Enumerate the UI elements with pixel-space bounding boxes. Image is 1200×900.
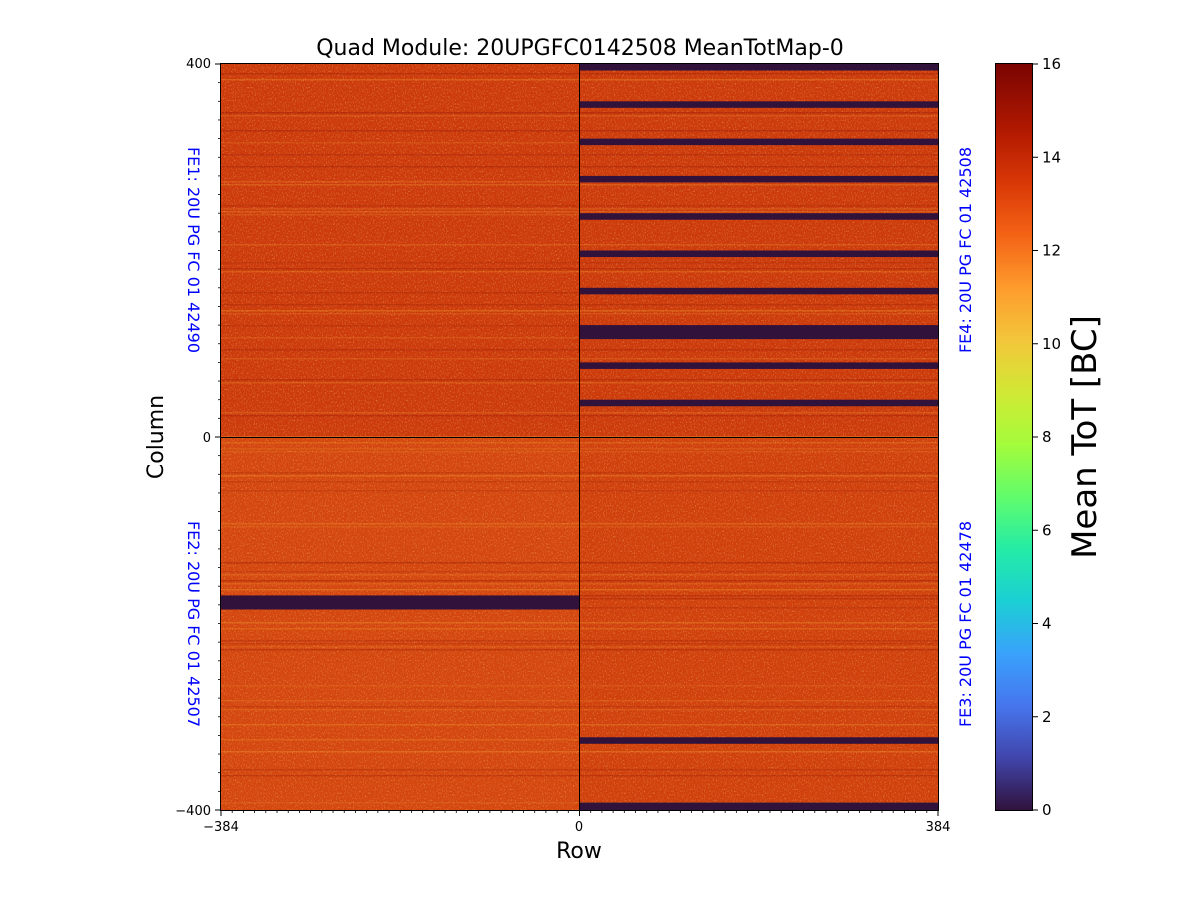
dead-band-fe4 (579, 213, 938, 220)
colorbar-tick-label: 16 (1042, 55, 1061, 73)
dead-band-fe4 (579, 325, 938, 340)
colorbar-tick-label: 4 (1042, 615, 1052, 633)
y-tick-label-top: 400 (186, 57, 211, 72)
dead-band-fe4 (579, 362, 938, 369)
dead-band-fe4 (579, 250, 938, 258)
axis-ticks (215, 63, 939, 816)
colorbar-ticks: 0 2 4 6 8 10 12 14 16 (1032, 55, 1061, 819)
x-tick-label-center: 0 (575, 820, 583, 835)
chart-title: Quad Module: 20UPGFC0142508 MeanTotMap-0 (316, 36, 844, 61)
dead-band-fe3 (579, 737, 938, 744)
dead-band-fe4 (579, 138, 938, 146)
fe1-label: FE1: 20U PG FC 01 42490 (184, 147, 203, 353)
colorbar (995, 63, 1033, 811)
colorbar-tick-label: 6 (1042, 521, 1052, 539)
dead-band-fe4 (579, 64, 938, 71)
x-tick-label-left: −384 (203, 820, 239, 835)
fe3-label: FE3: 20U PG FC 01 42478 (956, 521, 975, 727)
fe4-label: FE4: 20U PG FC 01 42508 (956, 147, 975, 353)
dead-bands (221, 64, 938, 810)
x-axis-label: Row (556, 839, 602, 864)
dead-band-fe4 (579, 399, 938, 407)
dead-band-fe4 (579, 101, 938, 108)
colorbar-tick-label: 0 (1042, 801, 1052, 819)
colorbar-label: Mean ToT [BC] (1065, 315, 1105, 559)
colorbar-tick-label: 14 (1042, 148, 1061, 166)
colorbar-tick-label: 12 (1042, 242, 1061, 260)
dead-band-fe4 (579, 287, 938, 295)
dead-band-fe2 (221, 595, 580, 610)
fe2-label: FE2: 20U PG FC 01 42507 (184, 521, 203, 727)
y-axis-label: Column (144, 395, 169, 479)
x-tick-label-right: 384 (926, 820, 951, 835)
colorbar-tick-label: 10 (1042, 335, 1061, 353)
dead-band-fe4 (579, 175, 938, 183)
colorbar-tick-label: 2 (1042, 708, 1052, 726)
y-tick-label-middle: 0 (203, 431, 211, 446)
dead-band-fe3 (579, 802, 938, 810)
colorbar-tick-label: 8 (1042, 428, 1052, 446)
y-tick-label-bottom: −400 (175, 804, 211, 819)
